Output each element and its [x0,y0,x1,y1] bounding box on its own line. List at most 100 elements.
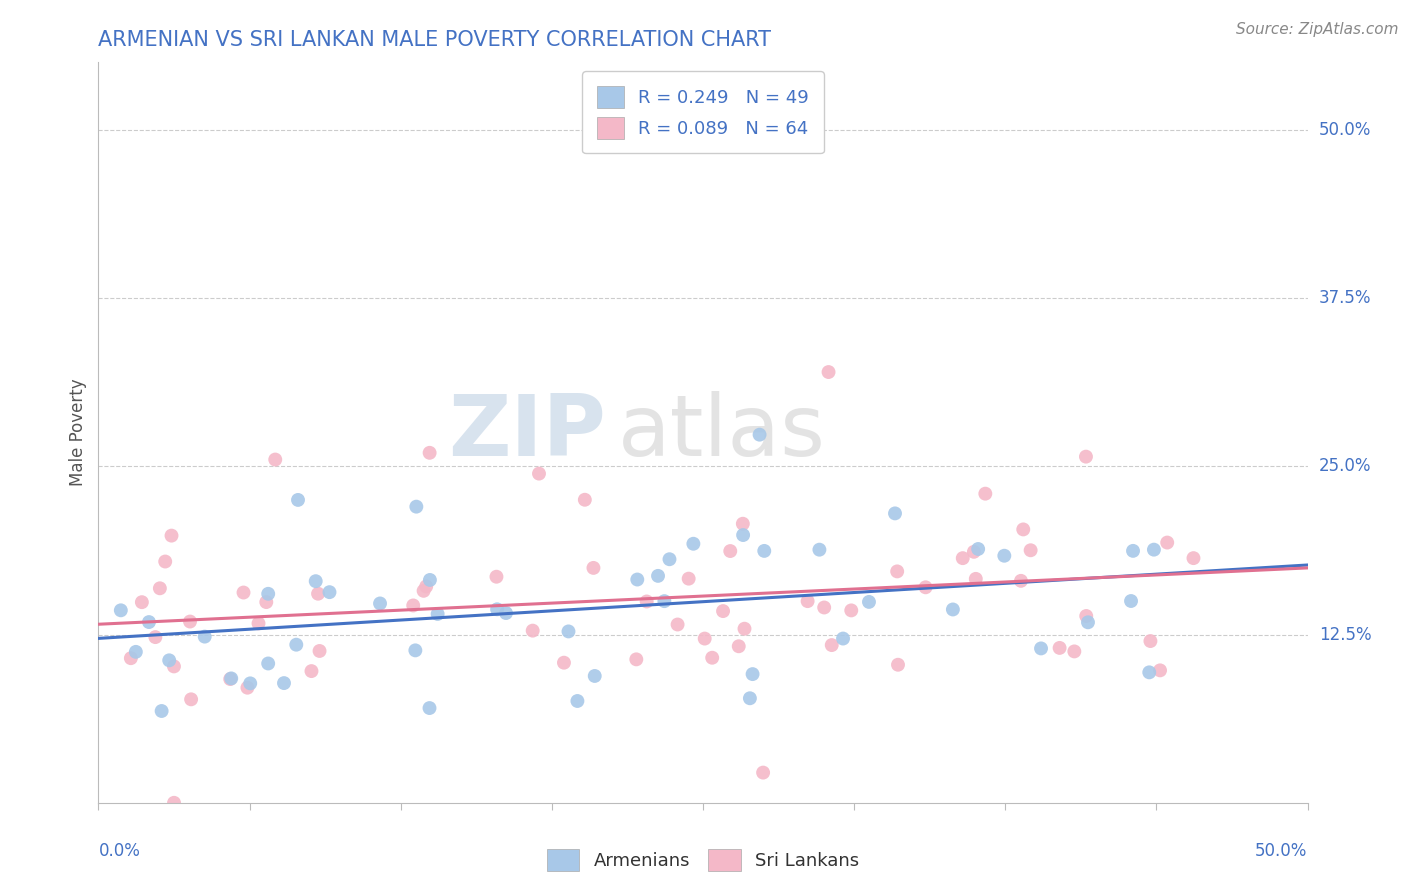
Point [131,595,153,609]
Point [817,365,839,379]
Point [1010,574,1032,588]
Point [738,691,761,706]
Point [582,561,605,575]
Point [1139,634,1161,648]
Point [404,643,426,657]
Point [1122,544,1144,558]
Point [145,630,167,644]
Point [160,528,183,542]
Text: atlas: atlas [619,391,827,475]
Point [157,653,180,667]
Point [1076,609,1098,624]
Text: 50.0%: 50.0% [1256,842,1308,860]
Point [583,669,606,683]
Point [967,541,990,556]
Point [163,659,186,673]
Point [711,604,734,618]
Point [557,624,579,639]
Point [1049,640,1071,655]
Point [236,681,259,695]
Point [666,617,689,632]
Point [796,594,818,608]
Point [682,537,704,551]
Point [884,507,907,521]
Point [886,565,908,579]
Point [748,427,770,442]
Point [942,602,965,616]
Legend: Armenians, Sri Lankans: Armenians, Sri Lankans [540,842,866,879]
Point [727,640,749,654]
Point [553,656,575,670]
Point [179,615,201,629]
Point [305,574,328,589]
Point [412,583,434,598]
Point [155,555,177,569]
Text: Source: ZipAtlas.com: Source: ZipAtlas.com [1236,22,1399,37]
Point [257,657,280,671]
Point [1143,542,1166,557]
Point [813,600,835,615]
Point [419,573,441,587]
Point [858,595,880,609]
Point [180,692,202,706]
Text: 37.5%: 37.5% [1319,289,1371,307]
Point [754,544,776,558]
Point [636,594,658,608]
Point [307,587,329,601]
Legend: R = 0.249   N = 49, R = 0.089   N = 64: R = 0.249 N = 49, R = 0.089 N = 64 [582,71,824,153]
Text: 50.0%: 50.0% [1319,120,1371,139]
Point [1063,644,1085,658]
Point [963,545,986,559]
Point [232,585,254,599]
Point [194,630,217,644]
Point [733,528,755,542]
Point [647,569,669,583]
Point [419,446,441,460]
Point [287,492,309,507]
Point [1012,523,1035,537]
Point [702,650,724,665]
Text: 12.5%: 12.5% [1319,625,1371,643]
Point [426,607,449,621]
Point [914,580,936,594]
Point [318,585,340,599]
Point [626,652,648,666]
Point [654,594,676,608]
Point [485,570,508,584]
Point [219,672,242,686]
Point [273,676,295,690]
Point [405,500,427,514]
Point [839,603,862,617]
Text: 0.0%: 0.0% [98,842,141,860]
Point [993,549,1015,563]
Point [731,516,754,531]
Point [301,664,323,678]
Point [1182,551,1205,566]
Point [125,645,148,659]
Point [1029,641,1052,656]
Point [495,606,517,620]
Text: ZIP: ZIP [449,391,606,475]
Point [486,602,509,616]
Point [567,694,589,708]
Point [1156,535,1178,549]
Point [110,603,132,617]
Point [1149,664,1171,678]
Point [247,616,270,631]
Point [887,657,910,672]
Point [150,704,173,718]
Point [285,638,308,652]
Point [257,587,280,601]
Point [368,597,391,611]
Point [574,492,596,507]
Point [1074,450,1097,464]
Point [693,632,716,646]
Point [149,582,172,596]
Point [527,467,550,481]
Point [658,552,681,566]
Point [415,579,437,593]
Text: ARMENIAN VS SRI LANKAN MALE POVERTY CORRELATION CHART: ARMENIAN VS SRI LANKAN MALE POVERTY CORR… [98,29,772,50]
Point [1137,665,1160,680]
Point [254,595,277,609]
Point [1077,615,1099,630]
